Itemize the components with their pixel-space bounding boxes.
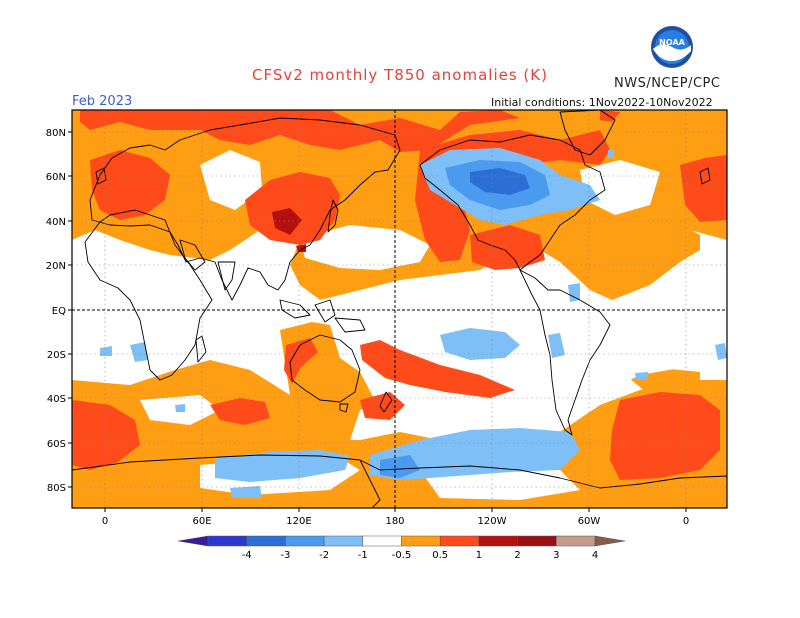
logo-text: NOAA (659, 38, 685, 47)
anomaly-darkblue-regions (470, 168, 530, 195)
colorbar-bin (439, 535, 480, 547)
colorbar-tick-label: -1 (358, 550, 368, 561)
colorbar-tick-label: 2 (514, 550, 520, 561)
noaa-logo-icon: NOAA (651, 26, 693, 68)
lat-label: 40S (47, 394, 66, 405)
lat-label: EQ (52, 306, 66, 317)
reference-lines (72, 110, 727, 508)
lon-label: 120E (286, 516, 311, 527)
lon-label: 0 (683, 516, 689, 527)
initial-conditions: Initial conditions: 1Nov2022-10Nov2022 (491, 96, 713, 109)
colorbar-tick-label: 4 (592, 550, 598, 561)
colorbar-bin (362, 535, 402, 547)
lon-label: 0 (102, 516, 108, 527)
colorbar-bin (517, 535, 557, 547)
anomaly-darkred-regions (272, 208, 306, 252)
colorbar-bin (177, 535, 209, 547)
colorbar-tick-label: -2 (319, 550, 329, 561)
colorbar-bin (246, 535, 286, 547)
colorbar-tick-label: 1 (476, 550, 482, 561)
colorbar-bin (323, 535, 364, 547)
lon-label: 60E (192, 516, 211, 527)
colorbar-bin (594, 535, 626, 547)
colorbar-bin (478, 535, 518, 547)
axis-ticks (68, 131, 687, 512)
colorbar-tick-label: -0.5 (392, 550, 412, 561)
colorbar-tick-label: -3 (280, 550, 290, 561)
agency-label: NWS/NCEP/CPC (614, 76, 721, 91)
lon-label: 120W (478, 516, 507, 527)
coastlines (72, 110, 727, 508)
colorbar-tick-label: 3 (553, 550, 559, 561)
colorbar-tick-label: -4 (242, 550, 252, 561)
lon-label: 60W (578, 516, 601, 527)
colorbar-bin (556, 535, 596, 547)
colorbar-tick-label: 0.5 (432, 550, 448, 561)
lat-label: 20N (46, 261, 66, 272)
lon-label: 180 (385, 516, 404, 527)
lat-label: 60S (47, 439, 66, 450)
colorbar-bin (285, 535, 325, 547)
colorbar-bin (401, 535, 441, 547)
lat-label: 40N (46, 217, 66, 228)
lat-label: 60N (46, 172, 66, 183)
lat-label: 20S (47, 350, 66, 361)
chart-title: CFSv2 monthly T850 anomalies (K) (252, 66, 548, 84)
anomaly-red-regions (72, 110, 727, 480)
colorbar-bin (207, 535, 247, 547)
map-frame (71, 109, 728, 509)
graticule (72, 110, 727, 508)
forecast-month: Feb 2023 (72, 94, 133, 109)
lat-label: 80N (46, 128, 66, 139)
lat-label: 80S (47, 483, 66, 494)
